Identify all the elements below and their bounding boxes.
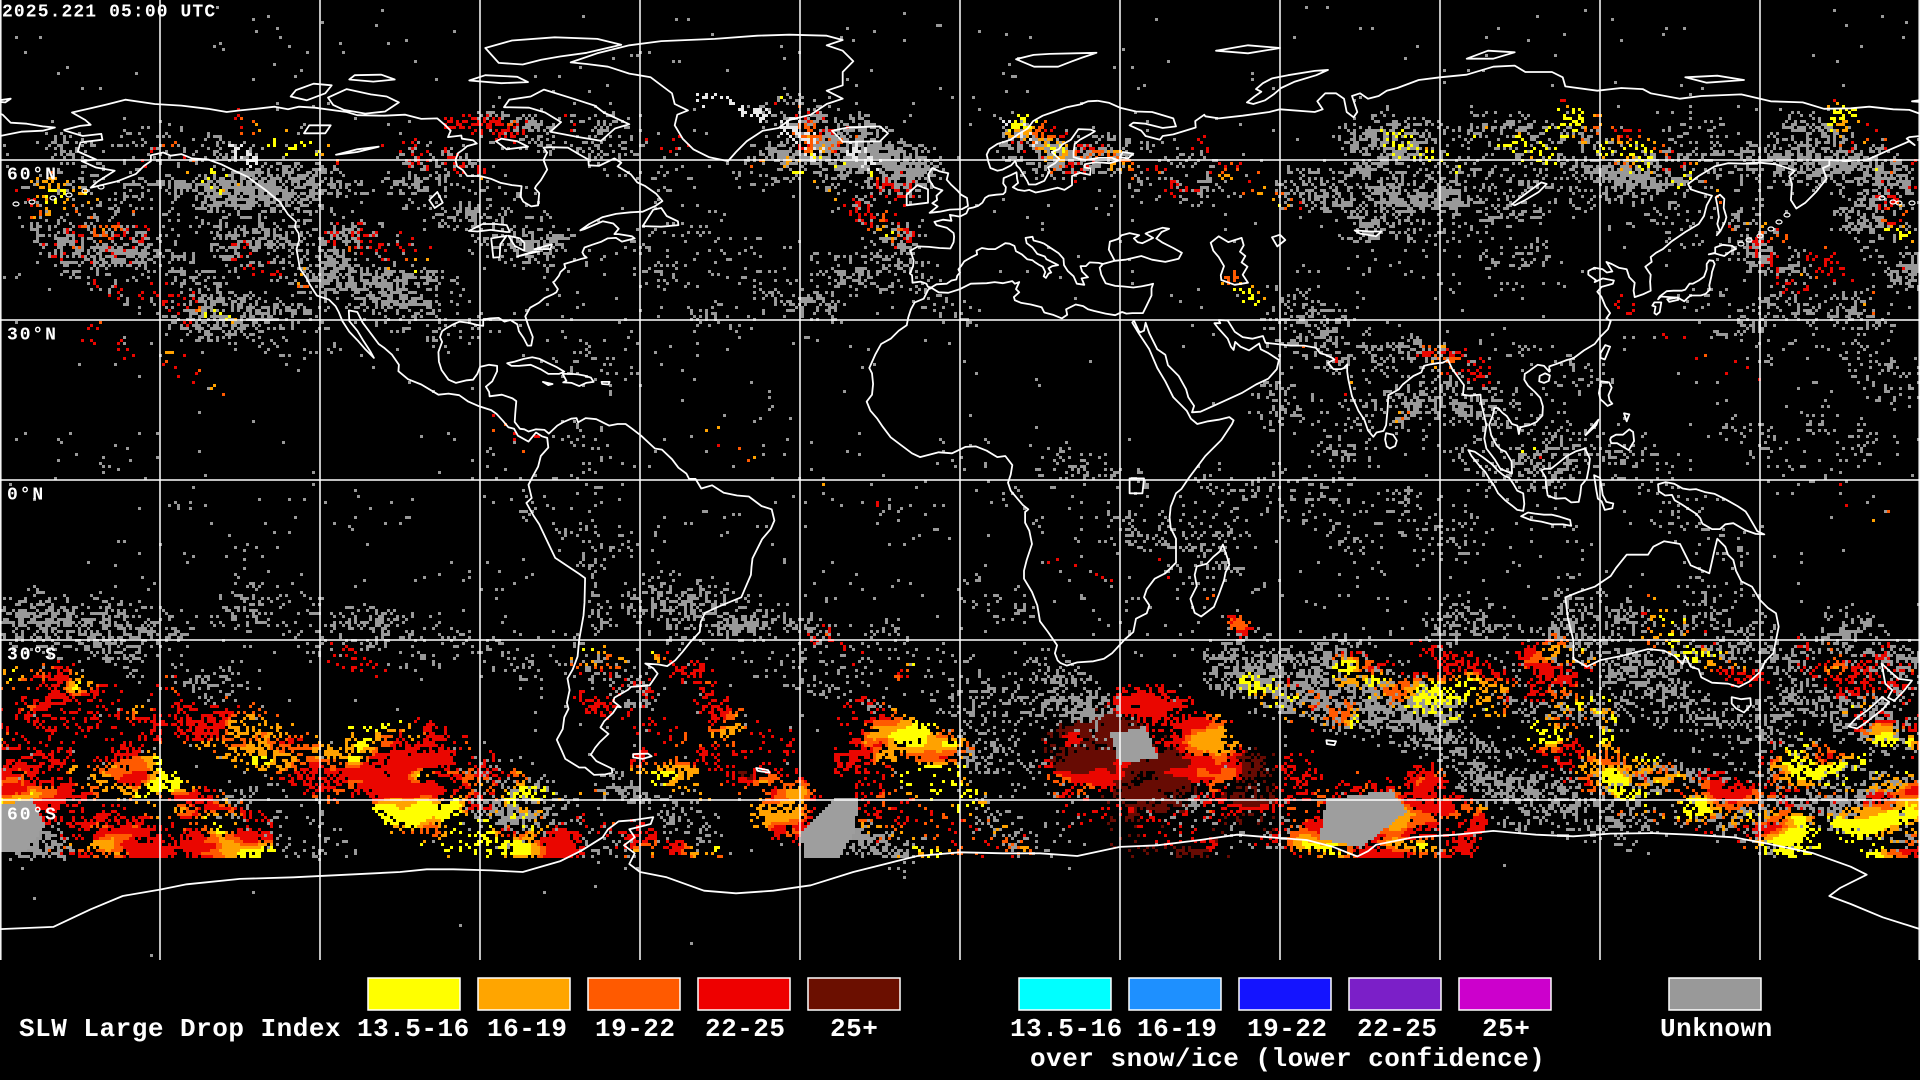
svg-text:13.5-16: 13.5-16 — [1010, 1014, 1123, 1044]
svg-text:over snow/ice (lower confidenc: over snow/ice (lower confidence) — [1030, 1044, 1545, 1074]
svg-text:30°N: 30°N — [7, 326, 58, 346]
svg-text:25+: 25+ — [1482, 1014, 1530, 1044]
svg-text:2025.221 05:00 UTC: 2025.221 05:00 UTC — [2, 3, 216, 23]
svg-text:16-19: 16-19 — [487, 1014, 568, 1044]
svg-text:19-22: 19-22 — [1247, 1014, 1328, 1044]
svg-text:SLW Large Drop Index: SLW Large Drop Index — [19, 1014, 341, 1044]
svg-text:30°S: 30°S — [7, 646, 58, 666]
svg-text:Unknown: Unknown — [1660, 1014, 1773, 1044]
svg-text:22-25: 22-25 — [705, 1014, 786, 1044]
svg-text:13.5-16: 13.5-16 — [357, 1014, 470, 1044]
svg-text:16-19: 16-19 — [1137, 1014, 1218, 1044]
svg-text:19-22: 19-22 — [595, 1014, 676, 1044]
svg-text:25+: 25+ — [830, 1014, 878, 1044]
svg-text:60°N: 60°N — [7, 166, 58, 186]
svg-text:60°S: 60°S — [7, 806, 58, 826]
svg-text:0°N: 0°N — [7, 486, 45, 506]
svg-text:22-25: 22-25 — [1357, 1014, 1438, 1044]
